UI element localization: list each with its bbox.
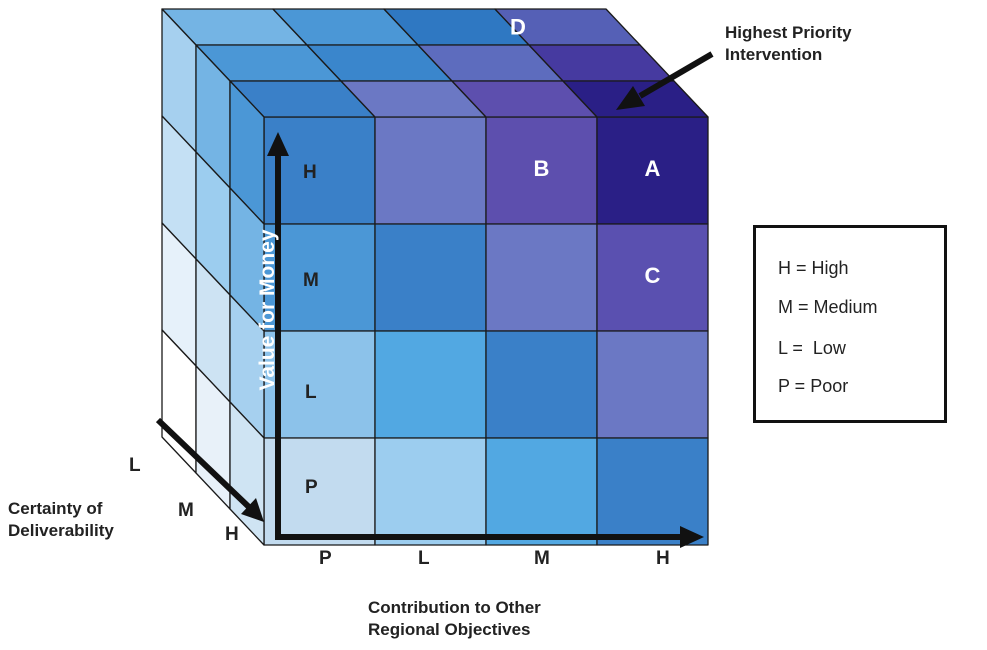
row-label-m: M <box>303 270 319 291</box>
y-axis-arrowhead <box>267 132 289 156</box>
col-label-m: M <box>534 548 550 569</box>
depth-label-l: L <box>129 455 141 476</box>
cell-marker-a: A <box>645 156 661 181</box>
legend-item-low: L = Low <box>778 338 846 358</box>
depth-axis-title-line2: Deliverability <box>8 521 114 540</box>
cell-marker-b: B <box>534 156 550 181</box>
depth-axis-title-line1: Certainty of <box>8 499 103 518</box>
depth-label-h: H <box>225 524 239 545</box>
callout-line1: Highest Priority <box>725 23 852 42</box>
front-cell-h-l <box>374 116 487 225</box>
legend-item-poor: P = Poor <box>778 376 849 396</box>
callout-line2: Intervention <box>725 45 823 64</box>
x-axis-title: Contribution to Other Regional Objective… <box>368 597 541 641</box>
legend-box: H = High M = Medium L = Low P = Poor <box>753 225 947 423</box>
legend-item-high: H = High <box>778 258 849 278</box>
depth-label-m: M <box>178 500 194 521</box>
col-label-h: H <box>656 548 670 569</box>
front-cell-l-m <box>485 330 598 439</box>
front-cell-l-l <box>374 330 487 439</box>
col-label-l: L <box>418 548 430 569</box>
front-cell-m-m <box>485 223 598 332</box>
front-cell-p-m <box>485 437 598 546</box>
callout-arrow-line <box>638 51 714 99</box>
callout-arrowhead <box>616 86 645 110</box>
depth-axis-title: Certainty of Deliverability <box>8 498 114 542</box>
row-label-l: L <box>305 382 317 403</box>
row-label-p: P <box>305 477 318 498</box>
callout-text: Highest Priority Intervention <box>725 22 852 66</box>
front-cell-p-l <box>374 437 487 546</box>
cell-marker-c: C <box>645 263 661 288</box>
y-axis-title: Value for Money <box>256 229 279 391</box>
x-axis-title-line1: Contribution to Other <box>368 598 541 617</box>
x-axis-title-line2: Regional Objectives <box>368 620 531 639</box>
depth-axis-arrowhead <box>241 498 264 522</box>
depth-axis-line <box>155 417 253 511</box>
front-cell-l-h <box>596 330 709 439</box>
legend-item-medium: M = Medium <box>778 297 878 317</box>
top-marker-d: D <box>510 15 526 40</box>
col-label-p: P <box>319 548 332 569</box>
front-cell-m-l <box>374 223 487 332</box>
x-axis-arrowhead <box>680 526 704 548</box>
row-label-h: H <box>303 162 317 183</box>
front-cell-p-h <box>596 437 709 546</box>
